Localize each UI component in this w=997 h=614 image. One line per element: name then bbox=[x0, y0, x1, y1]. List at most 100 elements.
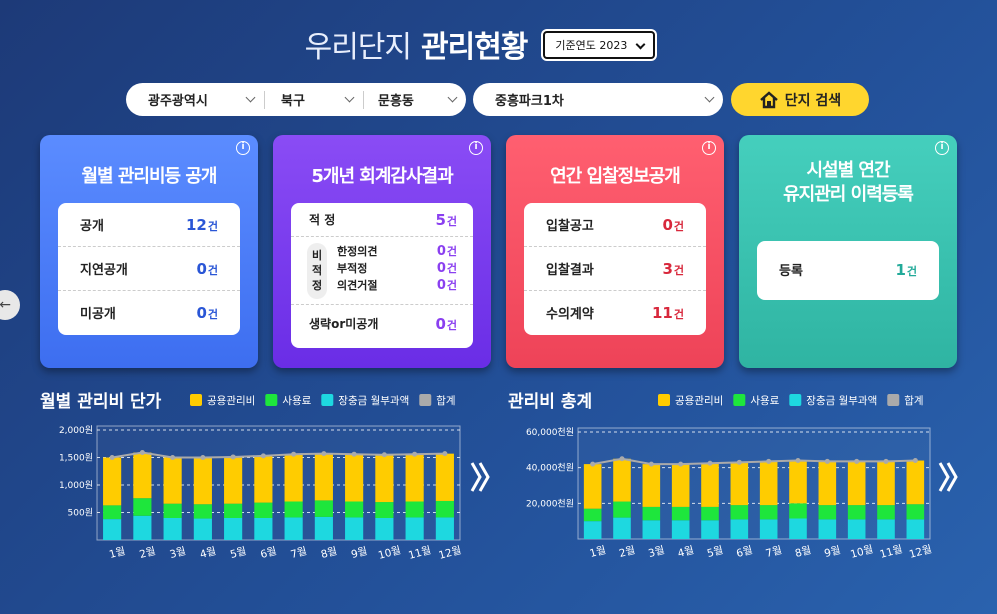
group: 비적정 한정의견 0건 부적정 0건 의견거절 0건 bbox=[291, 237, 473, 305]
bar-segment bbox=[345, 517, 364, 540]
title-line: 유지관리 이력등록 bbox=[783, 184, 914, 205]
legend-label: 사용료 bbox=[750, 395, 779, 407]
chart: 월별 관리비 단가 공용관리비 사용료 장충금 월부과액 합계 500원 1,000원 1,5… bbox=[40, 392, 490, 562]
district-select[interactable]: 북구 bbox=[265, 83, 363, 116]
info-icon[interactable]: i bbox=[469, 141, 483, 155]
card[interactable]: i 연간 입찰정보공개 입찰공고 0 건 입찰결과 3건 수의계약 11건 bbox=[506, 135, 724, 368]
complex-select[interactable]: 중흥파크1차 bbox=[473, 83, 723, 116]
unit: 건 bbox=[207, 264, 218, 277]
row: 입찰공고 0건 bbox=[524, 203, 706, 247]
count: 0 bbox=[436, 244, 446, 259]
legend-label: 공용관리비 bbox=[207, 395, 255, 407]
title-light: 우리단지 bbox=[304, 30, 412, 65]
count: 0 bbox=[436, 261, 446, 276]
bar-segment bbox=[701, 506, 719, 521]
row: 수의계약 11건 bbox=[524, 291, 706, 335]
bar-segment bbox=[314, 516, 333, 540]
bar-segment bbox=[642, 506, 661, 521]
card-box: 입찰공고 0 건 입찰결과 3건 수의계약 11건 bbox=[524, 203, 706, 335]
total-point bbox=[678, 461, 684, 467]
bar-segment bbox=[163, 457, 182, 504]
count: 0 bbox=[196, 304, 207, 322]
unit: 건 bbox=[673, 308, 684, 321]
count: 0 bbox=[662, 216, 673, 234]
row: 한정의견 0건 bbox=[337, 243, 457, 260]
legend-swatch bbox=[887, 394, 900, 406]
dong-select[interactable]: 문흥동 bbox=[364, 83, 466, 116]
city-select[interactable]: 광주광역시 bbox=[126, 83, 264, 116]
total-point bbox=[648, 461, 654, 467]
prev-button[interactable]: ← bbox=[0, 290, 20, 320]
legend-swatch bbox=[190, 394, 202, 406]
unit: 건 bbox=[446, 245, 457, 258]
unit: 건 bbox=[446, 279, 457, 292]
y-tick-label: 40,000천원 bbox=[526, 463, 574, 474]
row: 등록 1건 bbox=[757, 241, 939, 300]
x-tick-label: 6월 bbox=[735, 544, 754, 560]
plot-area bbox=[96, 425, 461, 541]
x-tick-label: 11월 bbox=[879, 543, 904, 561]
count: 11 bbox=[652, 304, 673, 322]
bar-segment bbox=[254, 455, 273, 503]
card-box: 공개 12건 지연공개 0건 미공개 0건 bbox=[58, 203, 240, 335]
count: 1 bbox=[895, 261, 906, 279]
label: 한정의견 bbox=[337, 245, 378, 258]
total-point bbox=[442, 451, 448, 457]
label: 생략or미공개 bbox=[309, 317, 379, 331]
search-button[interactable]: 단지 검색 bbox=[731, 83, 869, 116]
total-point bbox=[381, 452, 387, 458]
legend-swatch bbox=[733, 394, 746, 406]
x-tick-label: 4월 bbox=[199, 545, 218, 561]
year-select[interactable]: 기준연도 2023 bbox=[543, 30, 656, 59]
title-line: 시설별 연간 bbox=[806, 160, 890, 181]
bar-segment bbox=[877, 505, 895, 520]
bar-segment bbox=[254, 502, 273, 518]
bar-segment bbox=[847, 461, 866, 506]
x-tick-label: 3월 bbox=[168, 545, 187, 561]
label: 의견거절 bbox=[337, 279, 378, 292]
card[interactable]: i 월별 관리비등 공개 공개 12건 지연공개 0건 미공개 0건 bbox=[40, 135, 258, 368]
page-title: 우리단지 관리현황 기준연도 2023 bbox=[0, 22, 960, 66]
next-arrow[interactable] bbox=[470, 462, 490, 492]
info-icon[interactable]: i bbox=[935, 141, 949, 155]
bar-segment bbox=[435, 453, 454, 501]
info-icon[interactable]: i bbox=[236, 141, 250, 155]
label: 지연공개 bbox=[80, 263, 128, 278]
y-tick-label: 1,500원 bbox=[59, 453, 93, 464]
total-point bbox=[170, 455, 176, 460]
x-tick-label: 10월 bbox=[849, 543, 874, 561]
info-icon[interactable]: i bbox=[702, 141, 716, 155]
legend-swatch bbox=[265, 394, 278, 406]
bar-segment bbox=[435, 517, 454, 540]
bar-segment bbox=[847, 519, 866, 539]
bar-segment bbox=[789, 518, 807, 539]
y-tick-label: 500원 bbox=[68, 508, 93, 519]
bar-segment bbox=[642, 520, 661, 539]
legend-swatch bbox=[321, 394, 334, 406]
bar-segment bbox=[789, 503, 807, 519]
x-tick-label: 4월 bbox=[676, 544, 695, 560]
bar-segment bbox=[906, 460, 925, 505]
card-title: 연간 입찰정보공개 bbox=[550, 166, 681, 187]
bar-segment bbox=[759, 505, 778, 520]
bar-segment bbox=[314, 453, 333, 501]
count: 0 bbox=[196, 260, 207, 278]
label: 입찰공고 bbox=[546, 219, 594, 234]
bar-segment bbox=[877, 519, 895, 539]
row: 입찰결과 3건 bbox=[524, 247, 706, 291]
bar-segment bbox=[613, 501, 631, 518]
count: 0 bbox=[435, 315, 446, 333]
card[interactable]: i 5개년 회계감사결과 적 정 5건 비적정 한정의견 0건 부적정 0건 의견거절… bbox=[273, 135, 491, 368]
total-point bbox=[795, 458, 801, 464]
total-point bbox=[109, 455, 115, 460]
legend-swatch bbox=[419, 394, 432, 406]
next-arrow[interactable] bbox=[938, 462, 958, 492]
legend-label: 사용료 bbox=[282, 395, 311, 407]
legend-label: 장충금 월부과액 bbox=[338, 395, 409, 407]
bar-segment bbox=[284, 517, 303, 540]
x-tick-label: 9월 bbox=[823, 544, 842, 560]
home-icon bbox=[760, 90, 778, 108]
x-tick-label: 8월 bbox=[794, 544, 813, 560]
bar-segment bbox=[613, 517, 631, 539]
